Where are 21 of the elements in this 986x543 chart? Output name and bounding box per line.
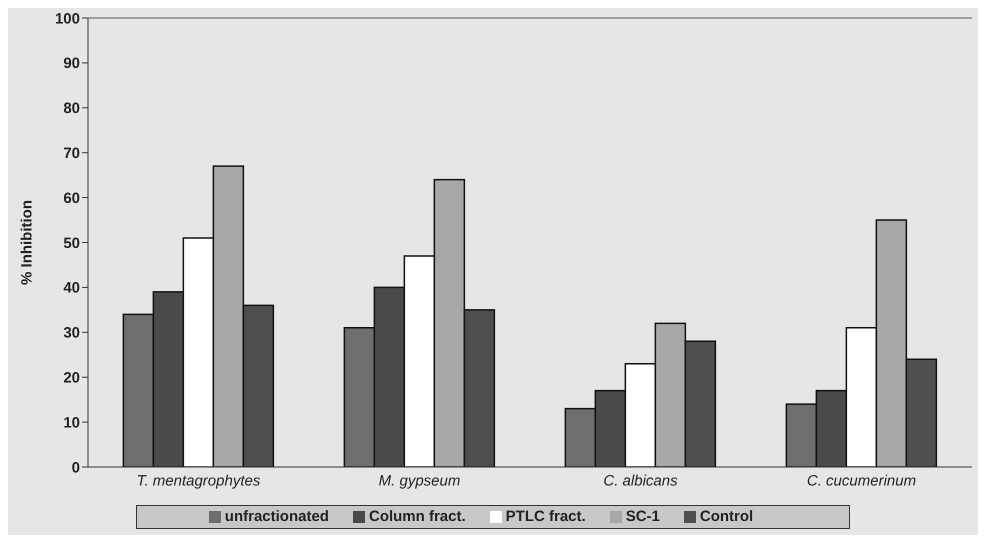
legend-label: PTLC fract. bbox=[506, 508, 586, 525]
y-tick-label: 10 bbox=[63, 414, 80, 432]
y-tick-label: 20 bbox=[63, 370, 80, 387]
y-tick-label: 80 bbox=[63, 100, 80, 118]
legend-label: Control bbox=[700, 508, 754, 525]
y-tick-label: 40 bbox=[63, 280, 80, 297]
y-tick-label: 90 bbox=[63, 55, 80, 72]
x-tick-label: C. albicans bbox=[603, 472, 678, 490]
legend-label: unfractionated bbox=[224, 508, 329, 525]
legend-label: Column fract. bbox=[368, 508, 466, 525]
y-tick-label: 0 bbox=[72, 459, 80, 476]
y-tick-label: 30 bbox=[63, 324, 80, 342]
y-axis-title: % Inhibition bbox=[18, 200, 36, 285]
legend-label: SC-1 bbox=[626, 508, 660, 525]
x-tick-label: T. mentagrophytes bbox=[136, 472, 261, 490]
y-tick-label: 100 bbox=[54, 10, 80, 28]
x-tick-label: M. gypseum bbox=[378, 472, 460, 490]
y-tick-label: 50 bbox=[63, 234, 80, 252]
x-tick-label: C. cucumerinum bbox=[806, 472, 916, 490]
y-tick-label: 60 bbox=[63, 190, 80, 207]
y-tick-label: 70 bbox=[63, 145, 80, 162]
